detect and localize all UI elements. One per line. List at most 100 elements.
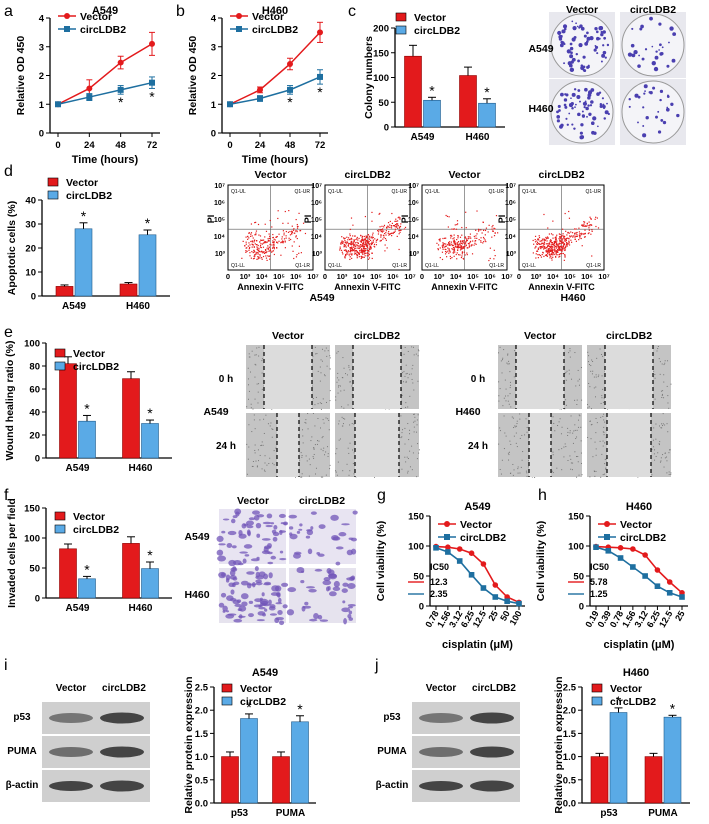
data-point-b-circ [257, 95, 263, 102]
flow-event [344, 257, 346, 259]
flow-event [356, 245, 358, 247]
blot-column-label: Vector [56, 683, 87, 694]
flow-event [362, 240, 364, 242]
cell-texture [300, 452, 302, 454]
cell-texture [576, 476, 578, 478]
flow-event [464, 236, 466, 239]
colony [593, 131, 597, 135]
flow-event [343, 249, 345, 251]
cell-texture [663, 397, 665, 399]
x-tick-label-c: H460 [466, 132, 490, 143]
flow-event [349, 258, 351, 261]
cell-texture [505, 435, 507, 437]
cell-texture [590, 408, 592, 410]
flow-event [448, 248, 450, 250]
colony [569, 42, 573, 46]
flow-event [439, 257, 441, 259]
flow-event [540, 247, 542, 250]
significance-star-b: * [317, 84, 323, 100]
chart-title-a: A549 [92, 5, 118, 17]
cell-texture [510, 406, 512, 408]
flow-event [565, 239, 567, 242]
flow-event [582, 233, 584, 235]
y-axis-label-b: Relative OD 450 [187, 36, 199, 116]
flow-event [489, 247, 491, 249]
flow-event [287, 222, 289, 224]
colony [631, 27, 634, 30]
flow-event [358, 256, 360, 258]
cell-texture [272, 428, 274, 430]
colony [570, 97, 572, 100]
cell-texture [304, 421, 306, 423]
cell-texture [595, 417, 597, 419]
flow-event [491, 228, 493, 230]
flow-x-tick-label: 10³ [240, 272, 251, 281]
cell-texture [308, 458, 310, 460]
flow-event [461, 240, 464, 242]
data-point-g-vector [480, 561, 487, 567]
x-tick-label-a: 0 [55, 140, 60, 151]
flow-event [591, 229, 593, 231]
flow-event [558, 248, 560, 250]
colony [582, 101, 588, 106]
flow-event [353, 253, 356, 255]
flow-event [369, 246, 372, 248]
flow-event [450, 241, 452, 243]
flow-event [380, 234, 382, 236]
flow-event [588, 221, 590, 223]
flow-event [357, 247, 359, 249]
bar-f-circ-H460 [141, 568, 159, 599]
cell-texture [251, 350, 253, 352]
data-point-g-circ [516, 600, 522, 607]
flow-event [391, 222, 393, 224]
cell-texture [589, 386, 591, 388]
colony [665, 107, 670, 112]
stained-cell [310, 511, 317, 515]
cell-texture [662, 413, 664, 415]
flow-event [548, 233, 550, 235]
stained-cell [305, 535, 311, 539]
flow-event [546, 236, 549, 238]
colony [654, 55, 659, 60]
flow-event [273, 241, 275, 243]
flow-event [562, 249, 564, 251]
bar-c-vector-A549 [404, 55, 422, 128]
flow-event [284, 241, 286, 243]
cell-texture [602, 401, 604, 403]
cell-texture [595, 470, 597, 472]
bar-i-circ-PUMA [291, 721, 309, 804]
cell-texture [578, 414, 580, 416]
flow-event [562, 252, 564, 255]
colony [593, 48, 597, 52]
colony [560, 40, 564, 44]
cell-texture [526, 475, 528, 477]
significance-star-d: * [81, 208, 87, 224]
flow-event [457, 237, 459, 239]
flow-event [349, 235, 351, 237]
flow-event [400, 223, 402, 225]
stained-cell [348, 537, 354, 540]
flow-event [470, 245, 472, 247]
flow-event [460, 256, 463, 259]
ic50-title-g: IC50 [430, 562, 449, 572]
flow-event [555, 241, 557, 244]
flow-event [478, 229, 480, 231]
flow-event [542, 245, 544, 247]
flow-event [266, 241, 268, 243]
cell-texture [528, 460, 530, 462]
cell-texture [254, 363, 256, 365]
wound-gap [264, 345, 312, 409]
cell-texture [256, 347, 258, 349]
colony [592, 116, 597, 121]
stained-cell [347, 582, 356, 590]
cell-texture [329, 368, 331, 370]
cell-texture [270, 422, 272, 424]
cell-texture [603, 426, 605, 428]
flow-event [387, 225, 389, 227]
flow-event [494, 255, 496, 257]
cell-texture [268, 463, 270, 465]
flow-event [347, 251, 349, 253]
cell-texture [574, 399, 576, 401]
stained-cell [239, 551, 248, 554]
